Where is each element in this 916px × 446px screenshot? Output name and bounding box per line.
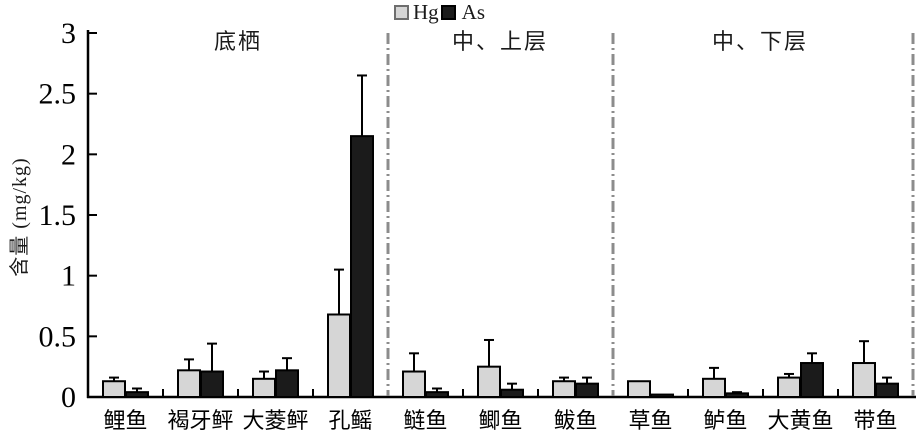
y-tick-label: 2.5: [39, 78, 77, 111]
hg-bar: [102, 380, 126, 398]
as-bar: [275, 369, 299, 399]
x-category-label: 带鱼: [853, 408, 897, 433]
legend: Hg As: [394, 0, 486, 24]
x-category-label: 大菱鲆: [242, 408, 308, 433]
hg-bar: [177, 369, 201, 399]
as-bar: [125, 391, 149, 399]
hg-bar: [552, 380, 576, 398]
as-bar: [575, 382, 599, 398]
x-category-label: 鲅鱼: [553, 408, 597, 433]
legend-hg-label: Hg: [413, 0, 439, 24]
hg-bar: [852, 362, 876, 399]
x-category-label: 鲢鱼: [403, 408, 447, 433]
hg-bar: [402, 370, 426, 398]
as-bar: [650, 393, 674, 399]
hg-bar: [252, 377, 276, 398]
y-tick-label: 1: [61, 260, 76, 293]
x-category-label: 鲈鱼: [703, 408, 747, 433]
group-title-benthic: 底栖: [213, 29, 263, 54]
legend-hg-swatch: [394, 4, 409, 20]
x-category-label: 孔鳐: [328, 408, 372, 433]
as-bar: [500, 388, 524, 399]
y-tick-label: 1.5: [39, 199, 77, 232]
as-bar: [425, 391, 449, 399]
x-category-label: 鲤鱼: [103, 408, 147, 433]
as-bar: [725, 392, 749, 398]
x-category-label: 大黄鱼: [767, 408, 833, 433]
x-category-label: 草鱼: [628, 408, 672, 433]
hg-bar: [627, 380, 651, 398]
x-category-label: 褐牙鲆: [167, 408, 233, 433]
group-title-mid-lower: 中、下层: [711, 29, 809, 54]
y-tick-label: 0: [61, 381, 76, 414]
hg-bar: [327, 313, 351, 399]
legend-as-label: As: [461, 0, 486, 24]
as-bar: [875, 382, 899, 398]
y-tick-label: 2: [61, 138, 76, 171]
x-category-label: 鲫鱼: [478, 408, 522, 433]
group-title-mid-upper: 中、上层: [451, 29, 549, 54]
as-bar: [350, 135, 374, 398]
as-bar: [200, 370, 224, 398]
hg-bar: [702, 377, 726, 398]
legend-as-swatch: [440, 4, 456, 20]
y-tick-label: 3: [61, 17, 76, 50]
hg-bar: [777, 376, 801, 399]
hg-bar: [477, 365, 501, 398]
y-tick-label: 0.5: [39, 320, 77, 353]
as-bar: [800, 362, 824, 399]
